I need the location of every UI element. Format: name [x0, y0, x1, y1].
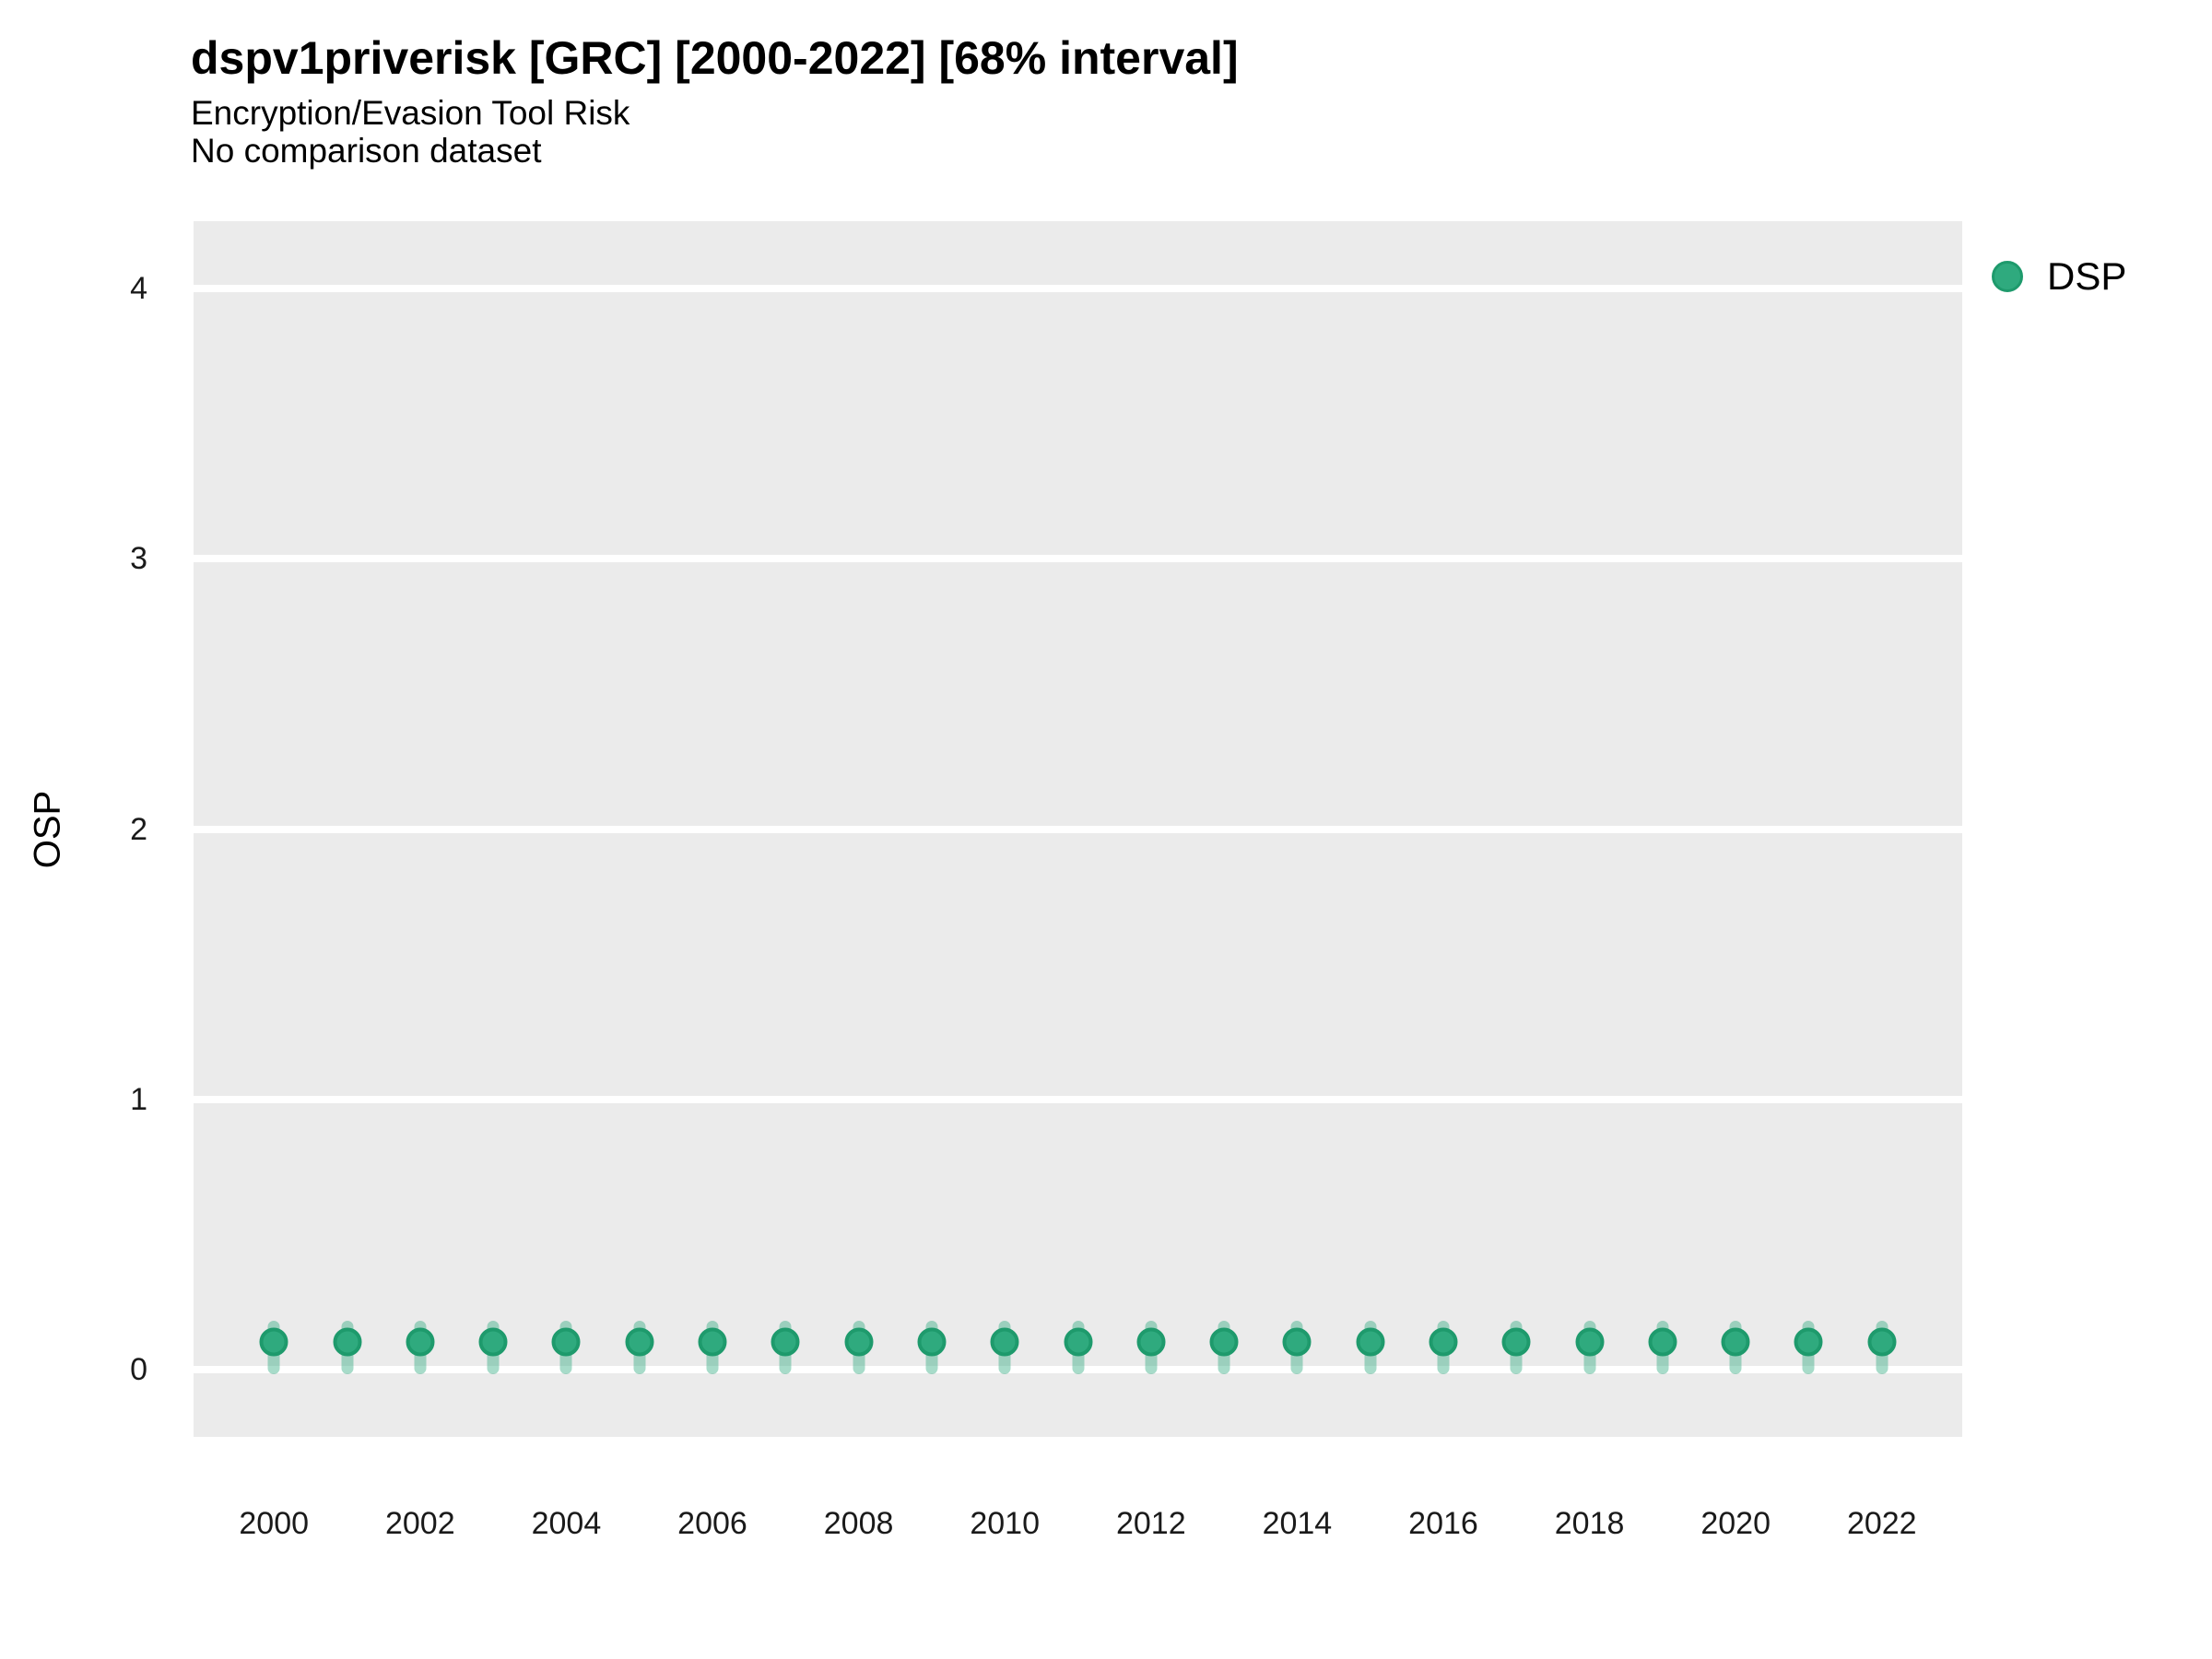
gridline-y-1 [194, 1095, 1962, 1103]
data-point [1209, 1327, 1239, 1357]
x-tick-label: 2002 [384, 1506, 455, 1541]
data-point [1721, 1327, 1750, 1357]
data-point [1136, 1327, 1166, 1357]
gridline-y-2 [194, 825, 1962, 833]
y-tick-label: 2 [130, 811, 147, 847]
x-tick-label: 2010 [970, 1506, 1041, 1541]
data-point [1356, 1327, 1385, 1357]
data-point [990, 1327, 1019, 1357]
data-point [844, 1327, 874, 1357]
x-tick-label: 2020 [1700, 1506, 1771, 1541]
x-tick-label: 2004 [531, 1506, 602, 1541]
x-tick-label: 2014 [1262, 1506, 1333, 1541]
data-point [1501, 1327, 1531, 1357]
data-point [1867, 1327, 1897, 1357]
data-point [771, 1327, 800, 1357]
chart-note: No comparison dataset [191, 132, 542, 170]
data-point [1282, 1327, 1312, 1357]
x-tick-label: 2018 [1554, 1506, 1625, 1541]
data-point [1429, 1327, 1458, 1357]
x-tick-label: 2012 [1115, 1506, 1186, 1541]
x-tick-label: 2008 [823, 1506, 894, 1541]
gridline-y-0 [194, 1365, 1962, 1373]
legend: DSP [1992, 255, 2126, 298]
data-point [478, 1327, 508, 1357]
chart-title: dspv1priverisk [GRC] [2000-2022] [68% in… [191, 32, 1239, 84]
plot-panel [194, 221, 1962, 1437]
y-tick-label: 1 [130, 1081, 147, 1117]
chart-subtitle: Encryption/Evasion Tool Risk [191, 94, 630, 132]
data-point [1648, 1327, 1677, 1357]
x-tick-label: 2000 [239, 1506, 310, 1541]
x-tick-label: 2016 [1408, 1506, 1478, 1541]
y-tick-label: 4 [130, 271, 147, 307]
data-point [333, 1327, 362, 1357]
dsp-legend-label: DSP [2047, 254, 2127, 298]
data-point [551, 1327, 581, 1357]
dsp-legend-dot [1992, 261, 2023, 292]
data-point [1064, 1327, 1092, 1357]
data-point [917, 1327, 947, 1357]
data-point [406, 1327, 435, 1357]
y-tick-label: 0 [130, 1351, 147, 1387]
data-point [259, 1327, 288, 1357]
data-point [1575, 1327, 1605, 1357]
data-point [1794, 1327, 1823, 1357]
y-tick-label: 3 [130, 541, 147, 577]
data-point [698, 1327, 727, 1357]
data-point [625, 1327, 654, 1357]
gridline-y-4 [194, 285, 1962, 293]
x-tick-label: 2022 [1846, 1506, 1917, 1541]
gridline-y-3 [194, 555, 1962, 563]
x-tick-label: 2006 [677, 1506, 747, 1541]
